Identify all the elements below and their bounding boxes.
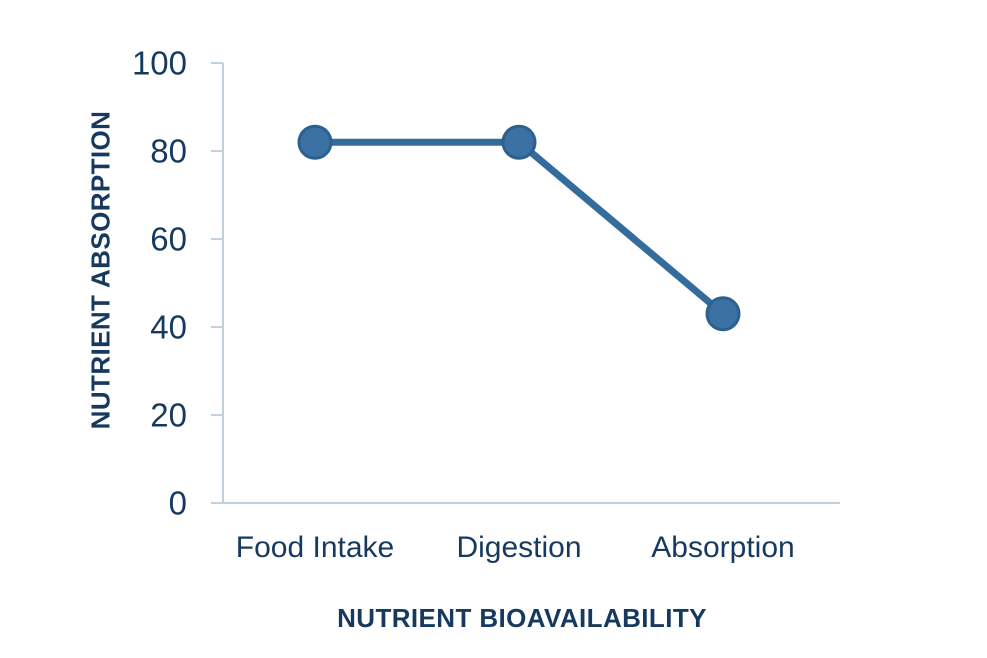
x-axis-category-label: Absorption <box>651 531 794 564</box>
data-point-marker <box>501 124 537 160</box>
y-axis-tick-label: 20 <box>150 397 187 434</box>
y-axis-tick-label: 0 <box>169 485 187 522</box>
y-axis-title: NUTRIENT ABSORPTION <box>85 110 116 430</box>
x-axis-title: NUTRIENT BIOAVAILABILITY <box>337 603 707 633</box>
data-series-line <box>311 138 727 318</box>
x-axis-category-label: Food Intake <box>236 531 394 564</box>
y-axis-tick-label: 60 <box>150 221 187 258</box>
data-point-marker <box>297 124 333 160</box>
data-point-marker <box>705 296 741 332</box>
y-axis-tick-label: 40 <box>150 309 187 346</box>
y-axis-tick-label: 80 <box>150 133 187 170</box>
x-axis-category-label: Digestion <box>456 531 581 564</box>
y-axis-tick-label: 100 <box>132 45 187 82</box>
